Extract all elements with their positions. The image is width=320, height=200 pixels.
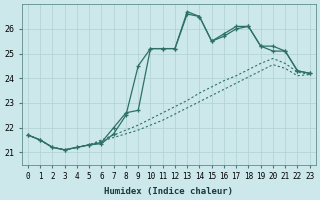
X-axis label: Humidex (Indice chaleur): Humidex (Indice chaleur): [104, 187, 233, 196]
